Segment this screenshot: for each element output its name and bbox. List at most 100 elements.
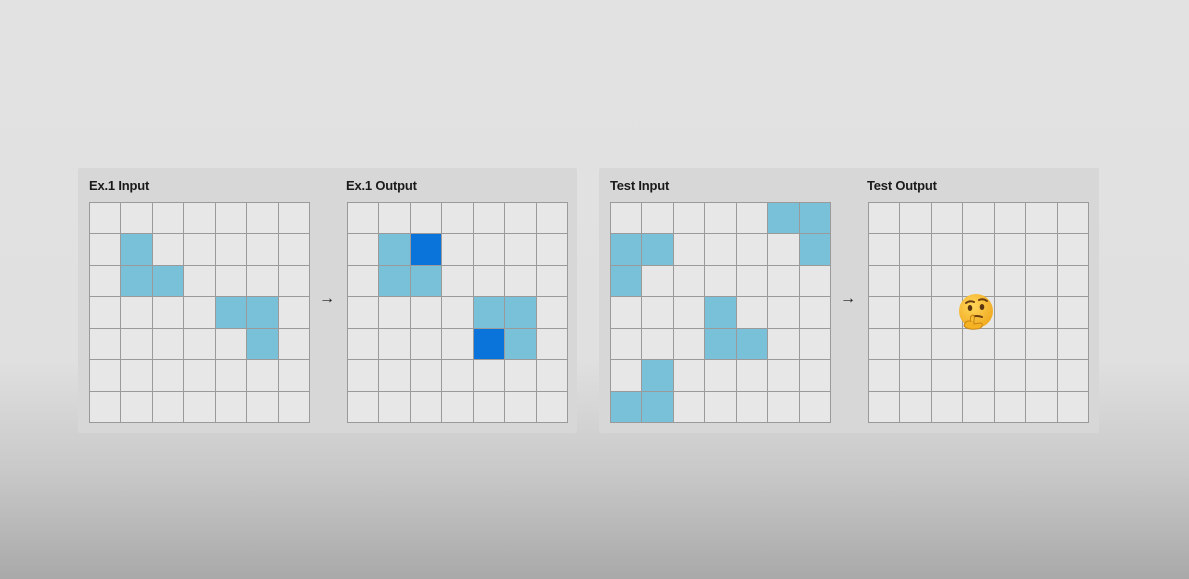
grid-cell [536, 297, 567, 328]
grid-cell [869, 360, 900, 391]
grid-cell [536, 360, 567, 391]
grid-cell [799, 234, 830, 265]
grid-cell [768, 265, 799, 297]
grid-cell [611, 234, 642, 265]
grid-cell [90, 203, 121, 234]
grid-cell [90, 234, 121, 265]
grid-cell [278, 297, 309, 328]
grid-cell [736, 234, 768, 265]
grid-cell [278, 391, 309, 422]
grid-cell [410, 265, 442, 297]
grid-cell [90, 391, 121, 422]
grid-cell [247, 360, 278, 391]
ex1-output-grid [347, 202, 568, 423]
grid-cell [379, 328, 410, 360]
grid-cell [536, 391, 567, 422]
grid-cell [247, 391, 278, 422]
grid-cell [705, 360, 736, 391]
grid-cell [410, 360, 442, 391]
grid-cell [473, 297, 505, 328]
grid-cell [247, 328, 278, 360]
grid-cell [215, 297, 247, 328]
grid-cell [900, 391, 931, 422]
test-input-label: Test Input [610, 178, 670, 193]
grid-cell [442, 328, 473, 360]
grid-cell [184, 360, 215, 391]
grid-cell [278, 265, 309, 297]
grid-cell [673, 265, 705, 297]
grid-cell [963, 360, 994, 391]
grid-cell [994, 234, 1026, 265]
grid-cell [215, 328, 247, 360]
grid-cell [442, 203, 473, 234]
grid-cell [473, 265, 505, 297]
grid-cell [1057, 203, 1088, 234]
grid-cell [505, 391, 536, 422]
grid-cell [642, 360, 673, 391]
grid-cell [931, 360, 963, 391]
grid-cell [410, 391, 442, 422]
grid-cell [705, 203, 736, 234]
grid-cell [348, 234, 379, 265]
test-output-grid [868, 202, 1089, 423]
grid-cell [799, 203, 830, 234]
grid-cell [442, 391, 473, 422]
grid-cell [505, 297, 536, 328]
grid-cell [611, 297, 642, 328]
grid-cell [152, 391, 184, 422]
grid-cell [184, 265, 215, 297]
ex1-input-label: Ex.1 Input [89, 178, 150, 193]
grid-cell [963, 234, 994, 265]
grid-cell [278, 360, 309, 391]
grid-cell [869, 265, 900, 297]
grid-cell [994, 328, 1026, 360]
grid-cell [90, 297, 121, 328]
grid-cell [900, 360, 931, 391]
grid-cell [1026, 265, 1057, 297]
grid-cell [673, 234, 705, 265]
grid-cell [152, 360, 184, 391]
grid-cell [642, 203, 673, 234]
grid-cell [442, 297, 473, 328]
grid-cell [736, 265, 768, 297]
grid-cell [705, 328, 736, 360]
grid-cell [900, 203, 931, 234]
grid-cell [379, 360, 410, 391]
grid-cell [642, 265, 673, 297]
grid-cell [215, 391, 247, 422]
grid-cell [536, 328, 567, 360]
grid-cell [963, 391, 994, 422]
grid-cell [799, 265, 830, 297]
grid-cell [1057, 360, 1088, 391]
grid-cell [348, 391, 379, 422]
grid-cell [768, 297, 799, 328]
grid-cell [869, 328, 900, 360]
grid-cell [869, 203, 900, 234]
test-input-grid [610, 202, 831, 423]
grid-cell [215, 265, 247, 297]
grid-cell [379, 203, 410, 234]
grid-cell [611, 360, 642, 391]
grid-cell [247, 265, 278, 297]
grid-cell [90, 265, 121, 297]
ex1-output-label: Ex.1 Output [346, 178, 417, 193]
grid-cell [869, 297, 900, 328]
grid-cell [379, 234, 410, 265]
grid-cell [642, 328, 673, 360]
grid-cell [121, 328, 152, 360]
grid-cell [278, 203, 309, 234]
grid-cell [121, 297, 152, 328]
grid-cell [121, 203, 152, 234]
grid-cell [247, 297, 278, 328]
grid-cell [247, 203, 278, 234]
grid-cell [121, 360, 152, 391]
grid-cell [152, 234, 184, 265]
grid-cell [184, 391, 215, 422]
grid-cell [768, 391, 799, 422]
thinking-face-icon [956, 292, 998, 334]
grid-cell [505, 360, 536, 391]
test-arrow: → [840, 290, 856, 307]
grid-cell [473, 234, 505, 265]
grid-cell [473, 360, 505, 391]
grid-cell [611, 328, 642, 360]
